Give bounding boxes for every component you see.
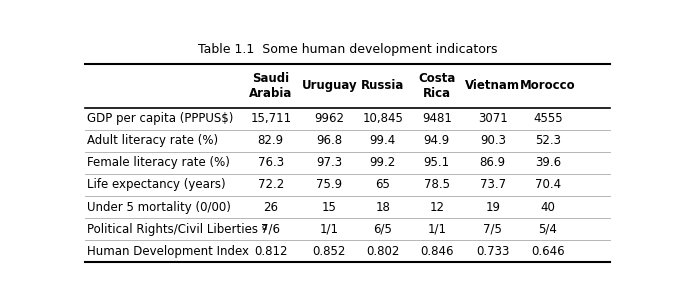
- Text: Table 1.1  Some human development indicators: Table 1.1 Some human development indicat…: [198, 43, 497, 56]
- Text: 76.3: 76.3: [258, 156, 284, 170]
- Text: 3071: 3071: [478, 112, 508, 125]
- Text: 0.733: 0.733: [476, 245, 509, 258]
- Text: 1/1: 1/1: [320, 223, 339, 236]
- Text: 52.3: 52.3: [535, 134, 561, 147]
- Text: Morocco: Morocco: [520, 79, 576, 92]
- Text: 15: 15: [322, 201, 337, 214]
- Text: GDP per capita (PPPUS$): GDP per capita (PPPUS$): [87, 112, 234, 125]
- Text: 39.6: 39.6: [535, 156, 561, 170]
- Text: 7/5: 7/5: [483, 223, 502, 236]
- Text: Under 5 mortality (0/00): Under 5 mortality (0/00): [87, 201, 231, 214]
- Text: 99.4: 99.4: [370, 134, 396, 147]
- Text: 78.5: 78.5: [424, 178, 450, 191]
- Text: Uruguay: Uruguay: [302, 79, 357, 92]
- Text: 10,845: 10,845: [362, 112, 403, 125]
- Text: 70.4: 70.4: [535, 178, 561, 191]
- Text: 9962: 9962: [315, 112, 344, 125]
- Text: 0.802: 0.802: [366, 245, 399, 258]
- Text: Life expectancy (years): Life expectancy (years): [87, 178, 226, 191]
- Text: Costa
Rica: Costa Rica: [418, 72, 456, 100]
- Text: Political Rights/Civil Liberties ª: Political Rights/Civil Liberties ª: [87, 223, 268, 236]
- Text: 18: 18: [375, 201, 390, 214]
- Text: Russia: Russia: [361, 79, 404, 92]
- Text: 73.7: 73.7: [480, 178, 506, 191]
- Text: 0.646: 0.646: [531, 245, 565, 258]
- Text: 75.9: 75.9: [316, 178, 342, 191]
- Text: 96.8: 96.8: [316, 134, 342, 147]
- Text: 9481: 9481: [422, 112, 452, 125]
- Text: 19: 19: [485, 201, 500, 214]
- Text: 72.2: 72.2: [258, 178, 284, 191]
- Text: 5/4: 5/4: [538, 223, 557, 236]
- Text: 1/1: 1/1: [427, 223, 446, 236]
- Text: Saudi
Arabia: Saudi Arabia: [249, 72, 292, 100]
- Text: 0.812: 0.812: [254, 245, 287, 258]
- Text: 97.3: 97.3: [316, 156, 342, 170]
- Text: 26: 26: [263, 201, 278, 214]
- Text: 0.846: 0.846: [420, 245, 454, 258]
- Text: 40: 40: [540, 201, 555, 214]
- Text: Vietnam: Vietnam: [465, 79, 520, 92]
- Text: 90.3: 90.3: [480, 134, 506, 147]
- Text: 95.1: 95.1: [424, 156, 450, 170]
- Text: Adult literacy rate (%): Adult literacy rate (%): [87, 134, 218, 147]
- Text: Female literacy rate (%): Female literacy rate (%): [87, 156, 231, 170]
- Text: 7/6: 7/6: [261, 223, 280, 236]
- Text: 6/5: 6/5: [374, 223, 392, 236]
- Text: 86.9: 86.9: [480, 156, 506, 170]
- Text: 99.2: 99.2: [370, 156, 396, 170]
- Text: 65: 65: [375, 178, 390, 191]
- Text: 94.9: 94.9: [424, 134, 450, 147]
- Text: 82.9: 82.9: [258, 134, 284, 147]
- Text: 4555: 4555: [533, 112, 563, 125]
- Text: Human Development Index: Human Development Index: [87, 245, 250, 258]
- Text: 0.852: 0.852: [313, 245, 346, 258]
- Text: 12: 12: [429, 201, 444, 214]
- Text: 15,711: 15,711: [250, 112, 292, 125]
